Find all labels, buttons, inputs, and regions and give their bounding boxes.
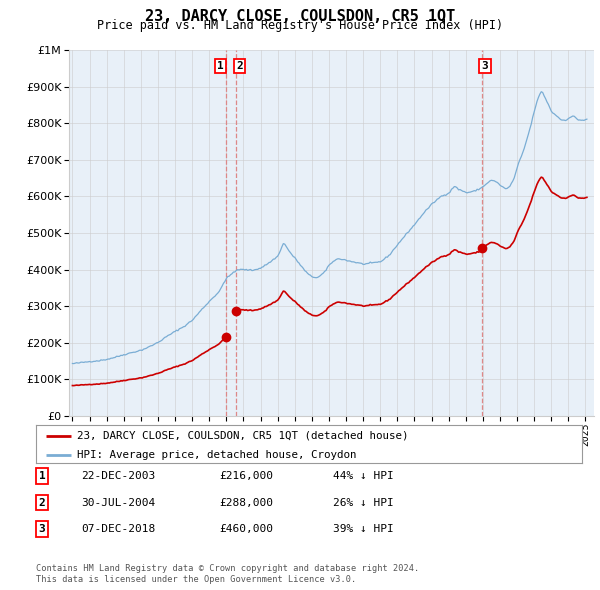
Text: HPI: Average price, detached house, Croydon: HPI: Average price, detached house, Croy… [77, 450, 356, 460]
Text: 30-JUL-2004: 30-JUL-2004 [81, 498, 155, 507]
Text: 23, DARCY CLOSE, COULSDON, CR5 1QT: 23, DARCY CLOSE, COULSDON, CR5 1QT [145, 9, 455, 24]
Text: 44% ↓ HPI: 44% ↓ HPI [333, 471, 394, 481]
Text: 2: 2 [236, 61, 243, 71]
Text: £288,000: £288,000 [219, 498, 273, 507]
Text: 3: 3 [482, 61, 488, 71]
Text: 39% ↓ HPI: 39% ↓ HPI [333, 525, 394, 534]
Text: 07-DEC-2018: 07-DEC-2018 [81, 525, 155, 534]
Text: £216,000: £216,000 [219, 471, 273, 481]
Text: 2: 2 [38, 498, 46, 507]
Text: 1: 1 [217, 61, 224, 71]
Text: This data is licensed under the Open Government Licence v3.0.: This data is licensed under the Open Gov… [36, 575, 356, 584]
Text: 1: 1 [38, 471, 46, 481]
Text: 23, DARCY CLOSE, COULSDON, CR5 1QT (detached house): 23, DARCY CLOSE, COULSDON, CR5 1QT (deta… [77, 431, 409, 441]
Text: Contains HM Land Registry data © Crown copyright and database right 2024.: Contains HM Land Registry data © Crown c… [36, 565, 419, 573]
Text: Price paid vs. HM Land Registry's House Price Index (HPI): Price paid vs. HM Land Registry's House … [97, 19, 503, 32]
Text: 3: 3 [38, 525, 46, 534]
Text: £460,000: £460,000 [219, 525, 273, 534]
Text: 22-DEC-2003: 22-DEC-2003 [81, 471, 155, 481]
Text: 26% ↓ HPI: 26% ↓ HPI [333, 498, 394, 507]
